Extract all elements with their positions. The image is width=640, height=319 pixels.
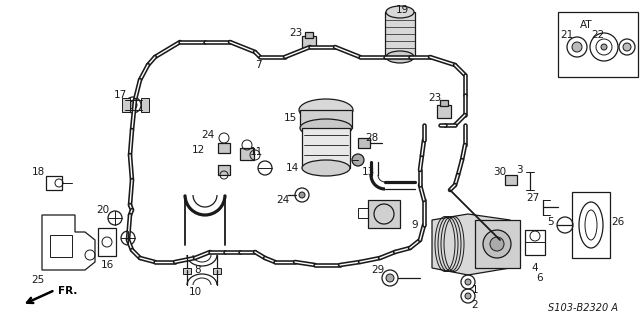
Text: 29: 29 — [371, 265, 385, 275]
Text: 17: 17 — [113, 90, 127, 100]
Ellipse shape — [304, 111, 348, 125]
Polygon shape — [300, 110, 352, 128]
Text: 15: 15 — [284, 113, 296, 123]
Text: 28: 28 — [365, 133, 379, 143]
Polygon shape — [302, 128, 350, 168]
Circle shape — [465, 279, 471, 285]
Text: 22: 22 — [591, 30, 605, 40]
Circle shape — [572, 42, 582, 52]
Bar — [358, 138, 370, 148]
Text: 25: 25 — [31, 275, 45, 285]
Bar — [183, 268, 191, 274]
Text: 27: 27 — [526, 193, 540, 203]
Text: 21: 21 — [561, 30, 573, 40]
Circle shape — [465, 293, 471, 299]
Bar — [218, 165, 230, 175]
Polygon shape — [432, 214, 520, 275]
Bar — [437, 105, 451, 118]
Bar — [558, 12, 638, 77]
Text: 1: 1 — [472, 285, 478, 295]
Circle shape — [483, 230, 511, 258]
Circle shape — [386, 274, 394, 282]
Text: 30: 30 — [493, 167, 507, 177]
Text: 14: 14 — [285, 163, 299, 173]
Text: 19: 19 — [396, 5, 408, 15]
Ellipse shape — [386, 51, 414, 63]
Bar — [122, 98, 130, 112]
Text: 6: 6 — [537, 273, 543, 283]
Text: 13: 13 — [362, 167, 374, 177]
Text: 16: 16 — [100, 260, 114, 270]
Circle shape — [129, 101, 137, 109]
Text: 23: 23 — [289, 28, 303, 38]
Bar — [302, 36, 316, 48]
Text: 20: 20 — [97, 205, 109, 215]
Bar — [46, 176, 62, 190]
Bar — [218, 143, 230, 153]
Text: 7: 7 — [255, 60, 261, 70]
Text: 10: 10 — [188, 287, 202, 297]
Text: 3: 3 — [516, 165, 522, 175]
Bar — [305, 32, 313, 38]
Text: 8: 8 — [195, 265, 202, 275]
Bar — [475, 220, 520, 268]
Text: 5: 5 — [548, 217, 554, 227]
Bar — [525, 230, 545, 255]
Circle shape — [601, 44, 607, 50]
Ellipse shape — [302, 160, 350, 176]
Text: FR.: FR. — [58, 286, 77, 296]
Bar — [240, 148, 254, 160]
Text: 23: 23 — [428, 93, 442, 103]
Circle shape — [490, 237, 504, 251]
Bar — [505, 175, 517, 185]
Bar — [98, 228, 116, 256]
Text: 18: 18 — [31, 167, 45, 177]
Ellipse shape — [386, 6, 414, 18]
Circle shape — [623, 43, 631, 51]
Circle shape — [299, 192, 305, 198]
Text: 24: 24 — [276, 195, 290, 205]
Text: 9: 9 — [412, 220, 419, 230]
Bar — [385, 12, 415, 57]
Text: 26: 26 — [611, 217, 625, 227]
Ellipse shape — [300, 119, 352, 137]
Bar — [141, 98, 149, 112]
Text: 2: 2 — [472, 300, 478, 310]
Text: 12: 12 — [191, 145, 205, 155]
Text: AT: AT — [580, 20, 593, 30]
Bar — [50, 235, 72, 257]
Bar — [213, 268, 221, 274]
Circle shape — [352, 154, 364, 166]
Bar — [358, 208, 368, 218]
Text: 24: 24 — [202, 130, 214, 140]
Text: S103-B2320 A: S103-B2320 A — [548, 303, 618, 313]
Polygon shape — [368, 200, 400, 228]
Text: 11: 11 — [250, 147, 262, 157]
Ellipse shape — [299, 99, 353, 121]
Bar — [440, 100, 448, 106]
Text: 4: 4 — [532, 263, 538, 273]
